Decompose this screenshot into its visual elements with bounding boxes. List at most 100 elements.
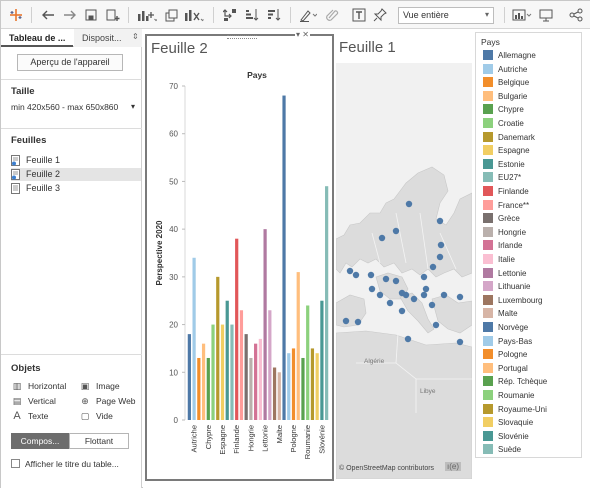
map-marker[interactable] xyxy=(440,291,448,299)
legend-item[interactable]: Pays-Bas xyxy=(483,335,532,347)
bar-chypre[interactable] xyxy=(206,357,210,420)
map-marker[interactable] xyxy=(398,307,406,315)
undo-icon[interactable] xyxy=(39,6,57,24)
map-marker[interactable] xyxy=(420,291,428,299)
bar-hongrie[interactable] xyxy=(249,357,253,420)
bar-slov-nie[interactable] xyxy=(320,300,324,420)
bar-danemark[interactable] xyxy=(216,276,220,420)
bar-gr-ce[interactable] xyxy=(244,334,248,420)
floating-bar-chart-sheet[interactable]: ▾ ✕ Feuille 2 Pays Perspective 2020 0 10 20 3… xyxy=(145,30,334,481)
fit-view-select[interactable]: Vue entière ▾ xyxy=(398,7,494,24)
map-marker[interactable] xyxy=(367,271,375,279)
legend-item[interactable]: Allemagne xyxy=(483,50,536,61)
legend-item[interactable]: Portugal xyxy=(483,362,528,374)
bar-norv-ge[interactable] xyxy=(282,95,286,421)
legend-item[interactable]: Pologne xyxy=(483,349,527,360)
sheet-controls[interactable]: ▾ ✕ xyxy=(295,30,310,39)
object-blank[interactable]: ▢ Vide xyxy=(79,410,113,422)
bar-estonie[interactable] xyxy=(225,300,229,420)
bar-italie[interactable] xyxy=(258,338,262,420)
bar-lettonie[interactable] xyxy=(263,229,267,420)
bar-slovaquie[interactable] xyxy=(315,353,319,420)
bar-finlande[interactable] xyxy=(235,238,239,420)
legend-item[interactable]: Slovaquie xyxy=(483,417,533,428)
show-me-icon[interactable] xyxy=(510,6,534,24)
object-image[interactable]: ▣ Image xyxy=(79,380,120,392)
legend-item[interactable]: Bulgarie xyxy=(483,90,527,102)
legend-item[interactable]: Norvège xyxy=(483,322,528,333)
bar-pologne[interactable] xyxy=(291,348,296,420)
legend-item[interactable]: Irlande xyxy=(483,240,522,251)
bar-espagne[interactable] xyxy=(220,324,225,420)
clear-sheet-icon[interactable] xyxy=(182,6,206,24)
checkbox-icon[interactable] xyxy=(11,459,20,468)
legend-item[interactable]: Slovénie xyxy=(483,430,529,442)
save-icon[interactable] xyxy=(83,6,99,24)
map-marker[interactable] xyxy=(456,338,464,346)
bar-portugal[interactable] xyxy=(296,272,300,420)
map-marker[interactable] xyxy=(386,299,394,307)
bar-france-[interactable] xyxy=(239,310,244,420)
legend-item[interactable]: Lithuanie xyxy=(483,281,530,292)
legend-item[interactable]: Suède xyxy=(483,444,521,455)
map-marker[interactable] xyxy=(346,267,354,275)
legend-item[interactable]: Autriche xyxy=(483,63,527,75)
bar-roumanie[interactable] xyxy=(306,305,310,420)
map-marker[interactable] xyxy=(437,241,445,249)
object-horizontal[interactable]: ▥ Horizontal xyxy=(11,380,67,392)
object-vertical[interactable]: ▤ Vertical xyxy=(11,395,56,407)
pin-icon[interactable] xyxy=(371,6,389,24)
drag-handle-icon[interactable] xyxy=(227,35,257,39)
tableau-logo-icon[interactable] xyxy=(7,6,25,24)
legend-item[interactable]: Roumanie xyxy=(483,390,534,401)
europe-map[interactable]: Algérie Libye xyxy=(336,63,472,479)
legend-item[interactable]: Malte xyxy=(483,308,518,319)
bar-r-p-tch-que[interactable] xyxy=(301,357,305,420)
map-marker[interactable] xyxy=(354,318,362,326)
legend-item[interactable]: Belgique xyxy=(483,77,529,88)
bar-luxembourg[interactable] xyxy=(272,367,277,420)
map-marker[interactable] xyxy=(405,200,413,208)
object-text[interactable]: A Texte xyxy=(11,410,48,422)
label-icon[interactable] xyxy=(350,6,368,24)
legend-item[interactable]: Grèce xyxy=(483,213,520,224)
map-marker[interactable] xyxy=(368,285,376,293)
sort-ascending-icon[interactable] xyxy=(243,6,261,24)
map-marker[interactable] xyxy=(352,271,360,279)
legend-item[interactable]: Danemark xyxy=(483,131,535,143)
bar-eu27-[interactable] xyxy=(230,324,234,420)
sheet-item-feuille-3[interactable]: Feuille 3 xyxy=(11,182,141,195)
device-preview-button[interactable]: Aperçu de l'appareil xyxy=(17,54,123,71)
map-marker[interactable] xyxy=(422,285,430,293)
bar-lithuanie[interactable] xyxy=(268,310,272,420)
legend-item[interactable]: Lettonie xyxy=(483,267,526,279)
tab-layout[interactable]: Disposit... xyxy=(74,29,142,47)
legend-item[interactable]: Croatie xyxy=(483,118,524,129)
floating-button[interactable]: Flottant xyxy=(69,433,129,449)
legend-item[interactable]: Hongrie xyxy=(483,226,526,238)
color-legend[interactable]: Pays Allemagne Autriche Belgique Bulgarie Ch… xyxy=(475,32,582,458)
highlight-icon[interactable] xyxy=(297,6,319,24)
legend-item[interactable]: Espagne xyxy=(483,145,530,156)
legend-item[interactable]: Rép. Tchèque xyxy=(483,376,547,387)
map-marker[interactable] xyxy=(392,277,400,285)
bar-allemagne[interactable] xyxy=(187,334,191,420)
bar-irlande[interactable] xyxy=(254,343,258,420)
map-marker[interactable] xyxy=(342,317,350,325)
legend-item[interactable]: Royaume-Uni xyxy=(483,403,547,415)
map-marker[interactable] xyxy=(428,301,436,309)
object-web-page[interactable]: ⊕ Page Web xyxy=(79,395,135,407)
legend-item[interactable]: Luxembourg xyxy=(483,294,542,306)
map-marker[interactable] xyxy=(404,335,412,343)
bar-belgique[interactable] xyxy=(197,357,201,420)
tiled-button[interactable]: Compos... xyxy=(11,433,69,449)
bar-royaume-uni[interactable] xyxy=(310,348,315,420)
tab-dashboard[interactable]: Tableau de ... xyxy=(1,29,73,47)
tab-menu-icon[interactable]: ⇕ xyxy=(132,32,139,41)
show-dashboard-title-checkbox[interactable]: Afficher le titre du table... xyxy=(11,459,119,469)
map-marker[interactable] xyxy=(456,293,464,301)
bar-bulgarie[interactable] xyxy=(201,343,206,420)
redo-icon[interactable] xyxy=(61,6,79,24)
map-marker[interactable] xyxy=(410,295,418,303)
sheet-item-feuille-2[interactable]: Feuille 2 xyxy=(11,168,141,181)
